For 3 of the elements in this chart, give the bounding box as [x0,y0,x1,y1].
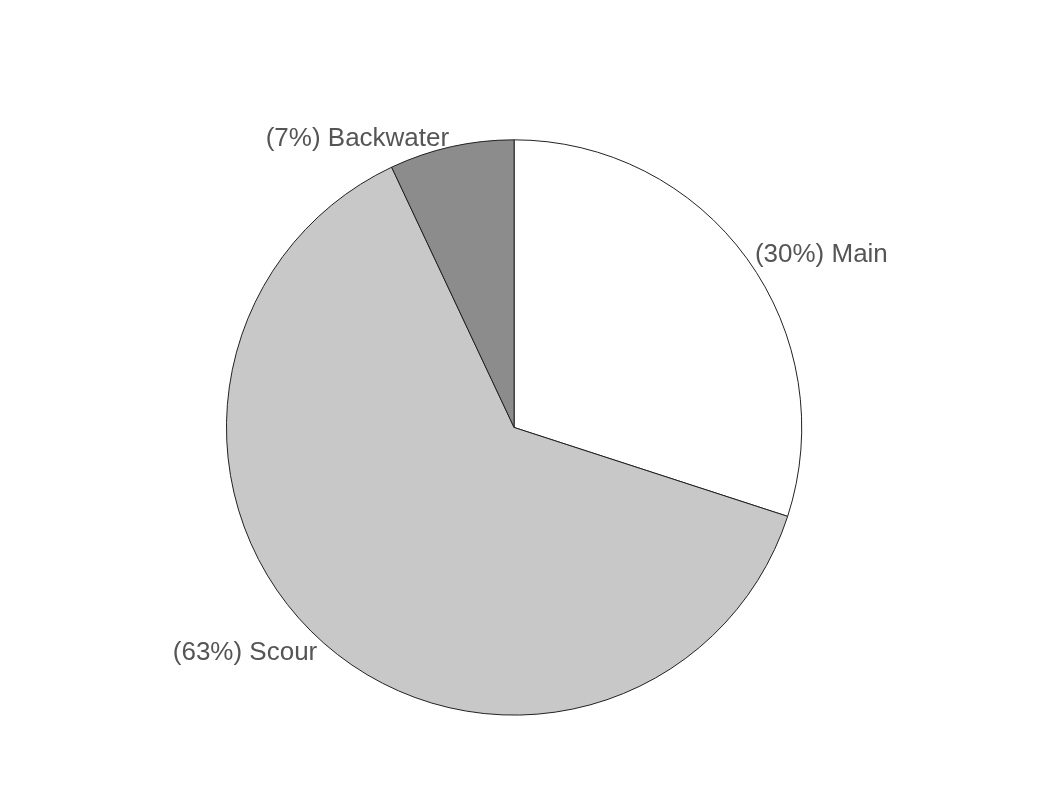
slice-label: (63%) Scour [172,635,318,666]
slice-label: (7%) Backwater [265,121,450,152]
slice-label: (30%) Main [754,237,888,268]
